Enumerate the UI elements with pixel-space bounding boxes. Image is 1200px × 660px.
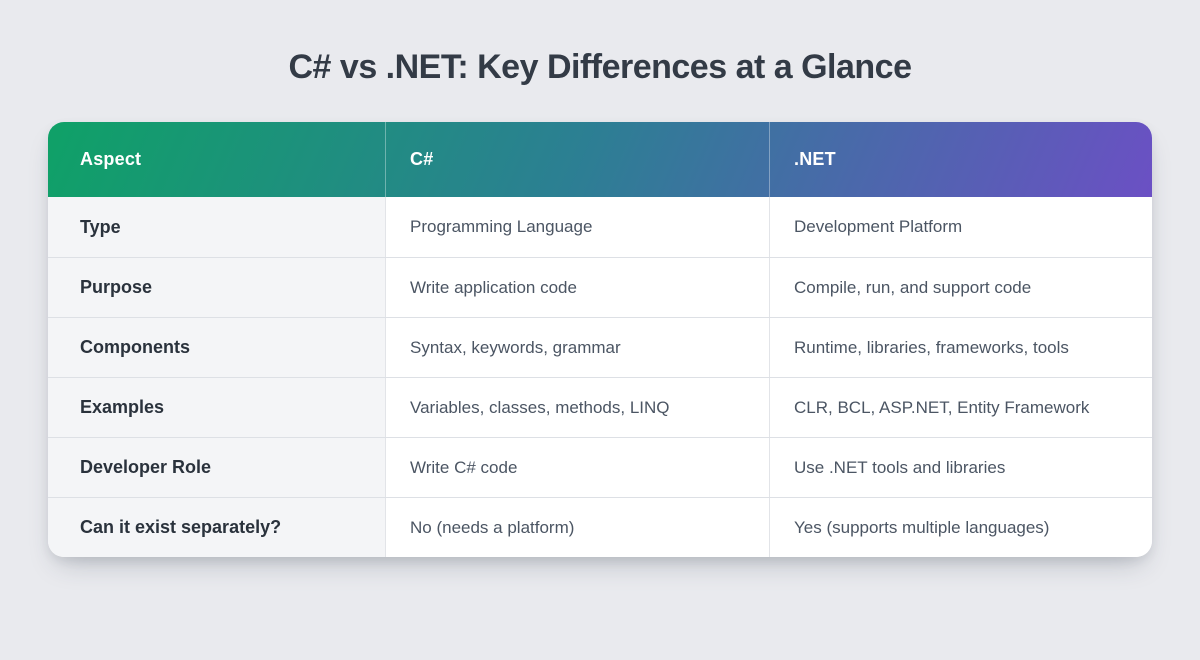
header-cell-aspect: Aspect xyxy=(80,149,142,169)
row-label-examples: Examples xyxy=(48,378,385,437)
csharp-value-purpose: Write application code xyxy=(385,258,769,317)
row-label-type: Type xyxy=(48,197,385,257)
dotnet-value-examples: CLR, BCL, ASP.NET, Entity Framework xyxy=(769,378,1152,437)
table-row: Developer Role Write C# code Use .NET to… xyxy=(48,437,1152,497)
table-row: Components Syntax, keywords, grammar Run… xyxy=(48,317,1152,377)
dotnet-value-developer-role: Use .NET tools and libraries xyxy=(769,438,1152,497)
comparison-table: Aspect C# .NET Type Programming Language… xyxy=(48,122,1152,557)
table-row: Purpose Write application code Compile, … xyxy=(48,257,1152,317)
row-label-components: Components xyxy=(48,318,385,377)
csharp-value-components: Syntax, keywords, grammar xyxy=(385,318,769,377)
dotnet-value-purpose: Compile, run, and support code xyxy=(769,258,1152,317)
row-label-purpose: Purpose xyxy=(48,258,385,317)
header-cell-dotnet: .NET xyxy=(769,122,1152,197)
table-row: Examples Variables, classes, methods, LI… xyxy=(48,377,1152,437)
table-row: Can it exist separately? No (needs a pla… xyxy=(48,497,1152,557)
page-title: C# vs .NET: Key Differences at a Glance xyxy=(288,48,913,86)
csharp-value-type: Programming Language xyxy=(385,197,769,257)
header-cell-csharp: C# xyxy=(385,122,769,197)
dotnet-value-exist-separately: Yes (supports multiple languages) xyxy=(769,498,1152,557)
row-label-exist-separately: Can it exist separately? xyxy=(48,498,385,557)
table-header-row: Aspect C# .NET xyxy=(48,122,1152,197)
dotnet-value-type: Development Platform xyxy=(769,197,1152,257)
table-row: Type Programming Language Development Pl… xyxy=(48,197,1152,257)
dotnet-value-components: Runtime, libraries, frameworks, tools xyxy=(769,318,1152,377)
csharp-value-exist-separately: No (needs a platform) xyxy=(385,498,769,557)
row-label-developer-role: Developer Role xyxy=(48,438,385,497)
csharp-value-examples: Variables, classes, methods, LINQ xyxy=(385,378,769,437)
csharp-value-developer-role: Write C# code xyxy=(385,438,769,497)
